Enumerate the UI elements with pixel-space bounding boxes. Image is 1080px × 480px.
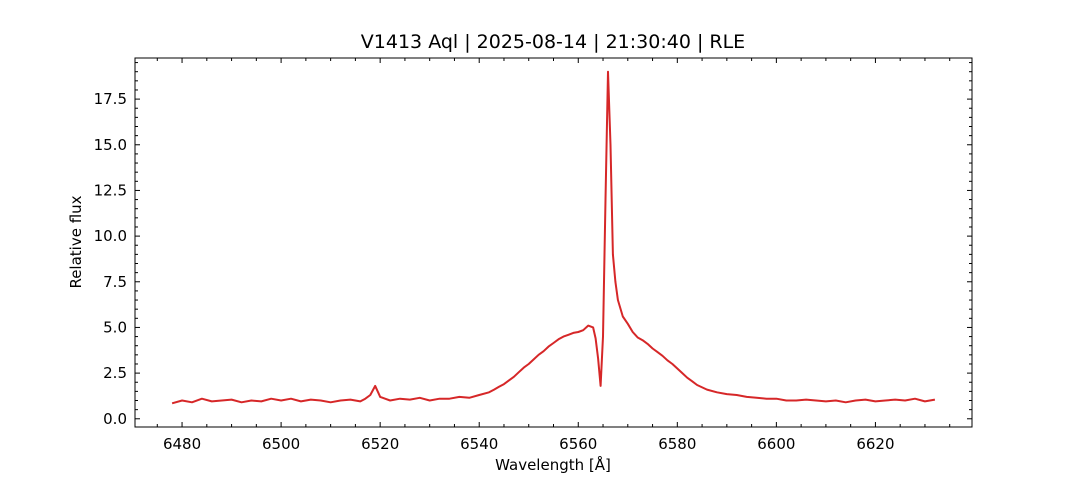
plot-area [171, 70, 936, 405]
plot-frame [134, 57, 973, 428]
x-tick-label: 6620 [856, 435, 894, 453]
chart-title: V1413 Aql | 2025-08-14 | 21:30:40 | RLE [361, 31, 745, 53]
x-tick-label: 6500 [262, 435, 300, 453]
x-axis-label: Wavelength [Å] [495, 455, 611, 474]
x-tick-label: 6580 [658, 435, 696, 453]
y-axis: 0.0 2.5 5.0 7.5 10.0 12.5 15.0 17.5 [94, 62, 972, 428]
y-tick-label: 2.5 [103, 364, 127, 382]
y-tick-label: 0.0 [103, 410, 127, 428]
y-tick-label: 7.5 [103, 273, 127, 291]
x-axis: 6480 6500 6520 6540 6560 6580 6600 6620 [156, 58, 951, 453]
x-tick-label: 6520 [361, 435, 399, 453]
y-tick-label: 15.0 [94, 136, 127, 154]
spectrum-line-0 [171, 70, 936, 405]
y-axis-label: Relative flux [67, 195, 85, 288]
y-tick-label: 5.0 [103, 318, 127, 336]
x-tick-label: 6540 [460, 435, 498, 453]
y-tick-label: 10.0 [94, 227, 127, 245]
x-tick-label: 6600 [757, 435, 795, 453]
x-tick-label: 6560 [559, 435, 597, 453]
x-tick-label: 6480 [163, 435, 201, 453]
y-tick-label: 12.5 [94, 181, 127, 199]
y-tick-label: 17.5 [94, 90, 127, 108]
